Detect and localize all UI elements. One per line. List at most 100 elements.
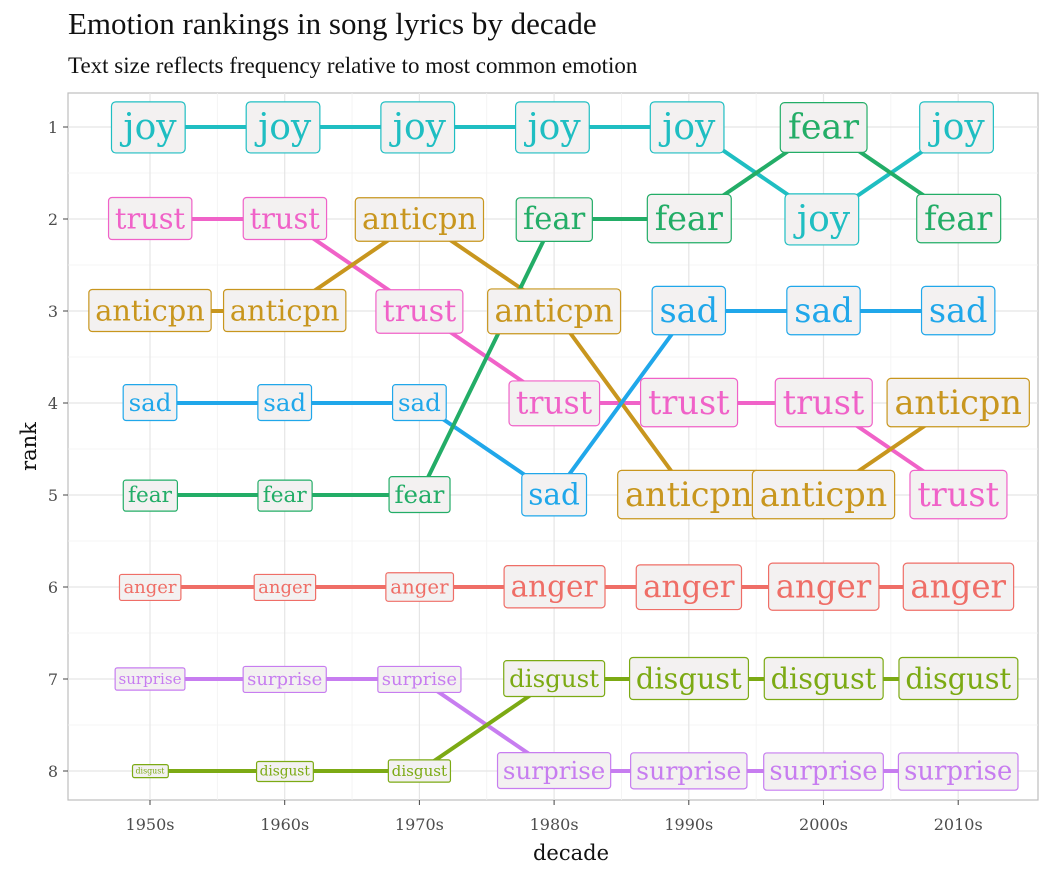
y-tick-label: 3 bbox=[48, 302, 58, 321]
label-disgust-1980s: disgust bbox=[503, 660, 606, 698]
label-anticpn-2010s: anticpn bbox=[886, 377, 1030, 428]
label-text-anticpn: anticpn bbox=[95, 294, 205, 328]
label-joy-2010s: joy bbox=[919, 101, 994, 154]
label-trust-2010s: trust bbox=[909, 469, 1008, 520]
label-joy-1950s: joy bbox=[110, 101, 186, 154]
label-text-surprise: surprise bbox=[118, 670, 181, 688]
label-text-trust: trust bbox=[917, 475, 999, 514]
y-tick-label: 4 bbox=[48, 394, 58, 413]
label-box-sad bbox=[786, 285, 861, 336]
label-disgust-1970s: disgust bbox=[387, 759, 452, 783]
label-box-anger bbox=[503, 565, 606, 609]
x-tick-label: 1980s bbox=[530, 815, 579, 834]
label-anger-1970s: anger bbox=[385, 572, 455, 602]
label-text-anger: anger bbox=[258, 577, 311, 598]
label-box-trust bbox=[242, 196, 328, 241]
label-trust-1990s: trust bbox=[639, 377, 739, 428]
label-text-surprise: surprise bbox=[382, 669, 457, 690]
label-fear-1960s: fear bbox=[257, 479, 313, 512]
label-box-surprise bbox=[242, 665, 327, 694]
y-tick-label: 2 bbox=[48, 210, 58, 229]
label-box-anger bbox=[767, 562, 880, 611]
series-labels: joy joy joy joy joy joy joy trust trust trust trus… bbox=[88, 101, 1030, 791]
label-box-anticpn bbox=[886, 377, 1030, 428]
label-text-fear: fear bbox=[394, 480, 444, 509]
label-box-anger bbox=[118, 573, 182, 602]
label-text-anger: anger bbox=[776, 568, 872, 606]
label-box-trust bbox=[508, 380, 601, 427]
label-text-anger: anger bbox=[910, 568, 1006, 606]
label-box-trust bbox=[909, 469, 1008, 520]
label-box-disgust bbox=[628, 656, 750, 701]
label-box-joy bbox=[784, 193, 860, 246]
label-text-anticpn: anticpn bbox=[625, 475, 753, 514]
label-box-joy bbox=[649, 101, 725, 154]
y-tick-label: 5 bbox=[48, 486, 58, 505]
y-tick-label: 1 bbox=[48, 118, 58, 137]
label-joy-1990s: joy bbox=[649, 101, 725, 154]
label-text-joy: joy bbox=[928, 107, 986, 148]
label-text-sad: sad bbox=[659, 291, 718, 330]
label-box-surprise bbox=[763, 752, 884, 791]
label-text-anticpn: anticpn bbox=[894, 383, 1022, 422]
x-tick-label: 1950s bbox=[126, 815, 175, 834]
label-text-surprise: surprise bbox=[769, 757, 877, 787]
label-box-anger bbox=[635, 564, 743, 611]
label-surprise-1950s: surprise bbox=[114, 667, 186, 691]
label-text-joy: joy bbox=[793, 199, 851, 240]
label-box-fear bbox=[916, 193, 1002, 244]
label-box-disgust bbox=[898, 656, 1019, 701]
label-trust-1980s: trust bbox=[508, 380, 601, 427]
label-text-anticpn: anticpn bbox=[362, 202, 477, 237]
y-axis-title: rank bbox=[17, 422, 41, 471]
label-box-anticpn bbox=[88, 288, 212, 333]
label-box-joy bbox=[110, 101, 186, 154]
label-anticpn-1960s: anticpn bbox=[222, 288, 347, 333]
label-text-fear: fear bbox=[128, 483, 173, 508]
label-sad-1950s: sad bbox=[122, 384, 178, 422]
x-tick-label: 1960s bbox=[260, 815, 309, 834]
label-box-anger bbox=[253, 573, 317, 602]
label-text-disgust: disgust bbox=[260, 764, 311, 780]
label-box-sad bbox=[920, 285, 996, 336]
label-sad-1960s: sad bbox=[257, 384, 313, 422]
label-box-sad bbox=[651, 285, 727, 336]
label-fear-2010s: fear bbox=[916, 193, 1002, 244]
label-box-fear bbox=[122, 479, 179, 512]
label-box-fear bbox=[388, 476, 451, 514]
label-text-trust: trust bbox=[115, 202, 186, 236]
label-fear-1980s: fear bbox=[515, 197, 593, 242]
label-disgust-2000s: disgust bbox=[763, 656, 884, 701]
label-box-anticpn bbox=[222, 288, 347, 333]
label-sad-2010s: sad bbox=[920, 285, 996, 336]
label-text-anger: anger bbox=[511, 570, 599, 604]
label-text-fear: fear bbox=[924, 199, 993, 238]
label-box-fear bbox=[779, 102, 868, 154]
label-disgust-1950s: disgust bbox=[131, 764, 169, 779]
label-text-fear: fear bbox=[263, 483, 308, 508]
label-trust-1950s: trust bbox=[107, 196, 193, 241]
label-box-disgust bbox=[763, 656, 884, 701]
label-box-anticpn bbox=[751, 469, 896, 520]
label-text-fear: fear bbox=[523, 202, 586, 237]
label-text-joy: joy bbox=[119, 107, 177, 148]
label-text-joy: joy bbox=[389, 107, 447, 148]
label-fear-1970s: fear bbox=[388, 476, 451, 514]
label-anger-2000s: anger bbox=[767, 562, 880, 611]
label-surprise-2000s: surprise bbox=[763, 752, 884, 791]
label-box-sad bbox=[122, 384, 178, 422]
label-box-sad bbox=[521, 473, 588, 517]
label-box-anticpn bbox=[354, 197, 485, 242]
y-tick-label: 8 bbox=[48, 762, 58, 781]
label-box-trust bbox=[774, 377, 873, 428]
label-text-surprise: surprise bbox=[904, 757, 1012, 787]
label-surprise-1960s: surprise bbox=[242, 665, 327, 694]
y-tick-label: 7 bbox=[48, 670, 58, 689]
y-tick-label: 6 bbox=[48, 578, 58, 597]
label-box-disgust bbox=[131, 764, 169, 779]
label-text-trust: trust bbox=[648, 383, 730, 422]
label-text-disgust: disgust bbox=[905, 662, 1011, 696]
label-text-trust: trust bbox=[516, 385, 593, 421]
label-text-sad: sad bbox=[129, 388, 172, 417]
label-anticpn-2000s: anticpn bbox=[751, 469, 896, 520]
